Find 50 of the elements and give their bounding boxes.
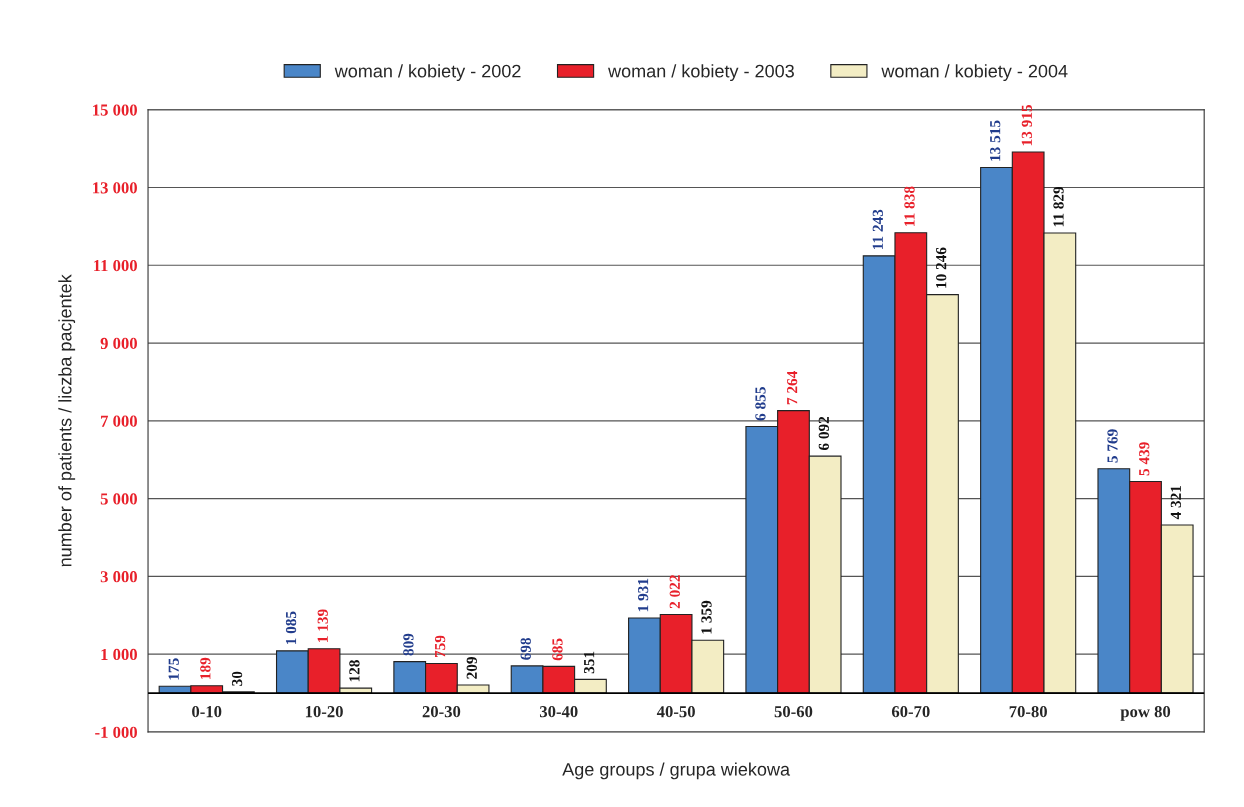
x-tick-label: 40-50 [656, 706, 695, 718]
data-label: 1 085 [285, 611, 297, 645]
data-label: 128 [349, 660, 360, 682]
data-label: 11 829 [1053, 186, 1064, 227]
y-axis-title: number of patients / liczba pacjentek [58, 274, 76, 567]
legend-label: woman / kobiety - 2003 [608, 64, 794, 82]
x-tick-label: 20-30 [422, 706, 461, 718]
y-tick-label: 7 000 [101, 415, 137, 427]
data-label: 1 139 [317, 609, 328, 642]
data-label: 13 915 [1021, 104, 1032, 146]
x-tick-label: 0-10 [192, 706, 222, 718]
data-label: 30 [231, 671, 243, 686]
x-tick-label: 30-40 [539, 706, 578, 718]
legend-label: woman / kobiety - 2002 [334, 64, 521, 82]
x-axis-title: Age groups / grupa wiekowa [562, 762, 791, 780]
y-tick-label: 1 000 [101, 648, 137, 661]
data-label: 351 [584, 651, 595, 674]
y-tick-label: 15 000 [93, 104, 137, 116]
x-tick-label: 50-60 [774, 706, 813, 718]
data-label: 1 359 [701, 600, 712, 634]
data-label: 809 [403, 633, 414, 656]
data-label: 11 838 [904, 186, 915, 226]
data-label: 685 [552, 638, 563, 661]
data-label: 2 022 [669, 575, 680, 609]
y-tick-label: 13 000 [93, 182, 137, 194]
data-label: 11 243 [872, 209, 883, 250]
data-label: 13 515 [990, 120, 1001, 161]
y-tick-label: 11 000 [94, 260, 137, 272]
legend-label: woman / kobiety - 2004 [881, 64, 1068, 82]
data-label: 6 092 [818, 416, 829, 451]
data-label: 4 321 [1170, 485, 1182, 520]
y-tick-label: -1 000 [95, 726, 137, 738]
data-label: 698 [520, 637, 531, 660]
x-tick-label: 70-80 [1009, 706, 1047, 718]
y-tick-label: 3 000 [100, 571, 137, 583]
data-label: 5 769 [1107, 429, 1118, 463]
data-label: 175 [168, 658, 179, 680]
data-label: 10 246 [936, 247, 947, 288]
data-label: 759 [434, 635, 446, 658]
data-label: 189 [200, 657, 211, 679]
data-label: 6 855 [755, 387, 766, 421]
y-tick-label: 5 000 [100, 493, 137, 505]
data-label: 5 439 [1139, 442, 1150, 476]
x-tick-label: 60-70 [891, 706, 930, 718]
data-label: 209 [466, 657, 477, 679]
x-tick-label: pow 80 [1120, 706, 1171, 721]
data-label: 1 931 [637, 578, 649, 612]
data-label: 7 264 [787, 370, 798, 405]
y-tick-label: 9 000 [100, 337, 137, 350]
x-tick-label: 10-20 [305, 706, 343, 718]
